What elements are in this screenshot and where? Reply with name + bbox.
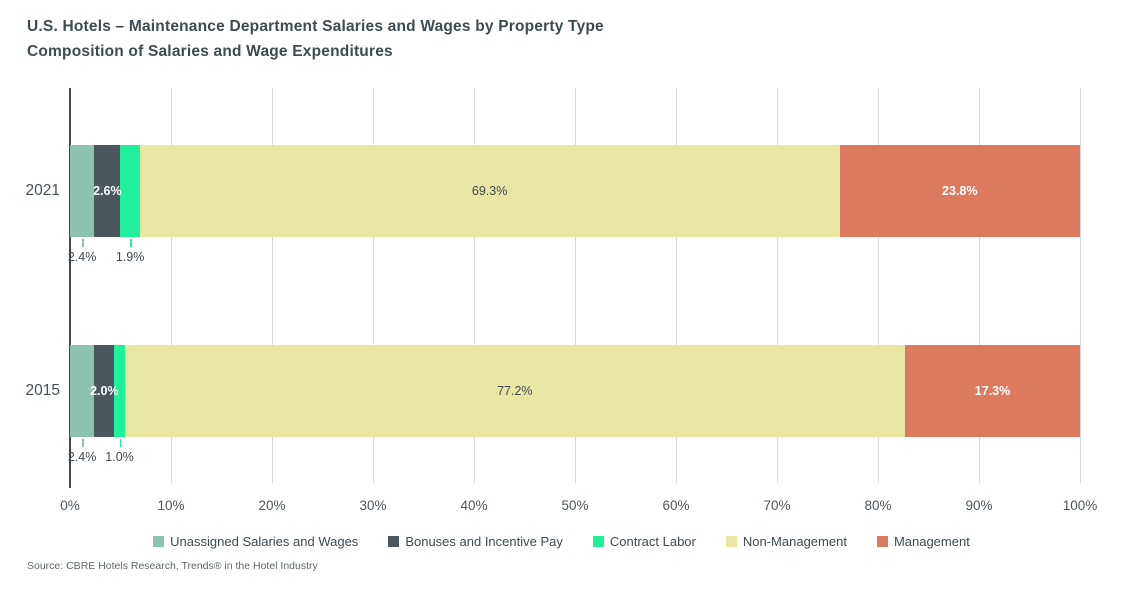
gridline xyxy=(272,88,273,483)
bar-segment-non-management: 77.2% xyxy=(124,345,906,437)
x-axis-tick-label: 70% xyxy=(763,498,791,513)
legend-item-bonuses-and-incentive-pay: Bonuses and Incentive Pay xyxy=(388,534,563,549)
chart-title-line2: Composition of Salaries and Wage Expendi… xyxy=(27,43,393,60)
gridline xyxy=(878,88,879,483)
legend-item-label: Bonuses and Incentive Pay xyxy=(405,534,563,549)
y-axis-category-label: 2021 xyxy=(25,182,60,199)
chart-title-line1: U.S. Hotels – Maintenance Department Sal… xyxy=(27,18,604,35)
segment-value-label: 23.8% xyxy=(942,184,978,198)
bar-segment-management: 23.8% xyxy=(839,145,1080,237)
leader-tick xyxy=(82,239,84,247)
gridline xyxy=(171,88,172,483)
x-axis-tick-label: 50% xyxy=(561,498,589,513)
bar-segment-contract-labor xyxy=(114,345,125,437)
gridline xyxy=(575,88,576,483)
chart-title: U.S. Hotels – Maintenance Department Sal… xyxy=(27,14,604,64)
segment-value-label: 2.4% xyxy=(67,450,97,464)
bar-segment-management: 17.3% xyxy=(905,345,1080,437)
segment-value-label: 2.4% xyxy=(67,250,97,264)
legend-item-label: Unassigned Salaries and Wages xyxy=(170,534,359,549)
legend-swatch xyxy=(592,536,604,547)
segment-value-label: 2.0% xyxy=(90,384,119,398)
y-axis-line xyxy=(69,88,71,488)
legend-item-management: Management xyxy=(876,534,970,549)
legend-item-non-management: Non-Management xyxy=(725,534,847,549)
x-axis-tick-label: 0% xyxy=(60,498,80,513)
segment-value-label: 69.3% xyxy=(471,184,508,198)
segment-value-label: 17.3% xyxy=(974,384,1011,398)
legend-item-label: Contract Labor xyxy=(609,534,696,549)
gridline xyxy=(777,88,778,483)
legend-item-contract-labor: Contract Labor xyxy=(592,534,696,549)
x-axis-tick-label: 60% xyxy=(662,498,690,513)
leader-tick xyxy=(82,439,84,447)
bar-segment-bonuses-and-incentive-pay: 2.6% xyxy=(93,145,122,237)
legend-swatch xyxy=(725,536,737,547)
stacked-bar-2021: 2.6% 69.3% 23.8% xyxy=(70,145,1080,237)
gridline xyxy=(979,88,980,483)
legend-item-label: Management xyxy=(893,534,970,549)
bar-segment-unassigned-salaries-and-wages xyxy=(70,145,95,237)
x-axis-tick-label: 100% xyxy=(1062,498,1098,513)
x-axis-tick-label: 30% xyxy=(359,498,387,513)
gridline xyxy=(676,88,677,483)
legend: Unassigned Salaries and Wages Bonuses and… xyxy=(0,534,1123,549)
plot-area: 0% 10% 20% 30% 40% 50% 60% 70% 80% 90% 100% 2021 2.4… xyxy=(26,88,1097,513)
leader-tick xyxy=(119,439,122,447)
x-axis-tick-label: 10% xyxy=(157,498,185,513)
segment-value-label: 2.6% xyxy=(93,184,122,198)
gridline xyxy=(373,88,374,483)
y-axis-category-label: 2015 xyxy=(25,382,60,399)
stacked-bar-2015: 2.0% 77.2% 17.3% xyxy=(70,345,1080,437)
legend-swatch xyxy=(876,536,888,547)
x-axis-tick-label: 20% xyxy=(258,498,286,513)
x-axis-tick-label: 90% xyxy=(965,498,993,513)
legend-item-unassigned-salaries-and-wages: Unassigned Salaries and Wages xyxy=(153,534,358,549)
bar-segment-unassigned-salaries-and-wages xyxy=(70,345,95,437)
segment-value-label: 77.2% xyxy=(497,384,533,398)
legend-swatch xyxy=(388,536,400,547)
gridline xyxy=(474,88,475,483)
segment-value-label: 1.0% xyxy=(105,450,134,464)
x-axis-tick-label: 80% xyxy=(864,498,892,513)
segment-value-label: 1.9% xyxy=(115,250,145,264)
legend-swatch xyxy=(153,536,165,547)
gridline xyxy=(1080,88,1081,483)
source-note: Source: CBRE Hotels Research, Trends® in… xyxy=(27,560,318,572)
x-axis-tick-label: 40% xyxy=(460,498,488,513)
bar-segment-non-management: 69.3% xyxy=(139,145,840,237)
legend-item-label: Non-Management xyxy=(742,534,847,549)
bar-segment-bonuses-and-incentive-pay: 2.0% xyxy=(90,345,119,437)
leader-tick xyxy=(130,239,132,247)
bar-segment-contract-labor xyxy=(120,145,140,237)
